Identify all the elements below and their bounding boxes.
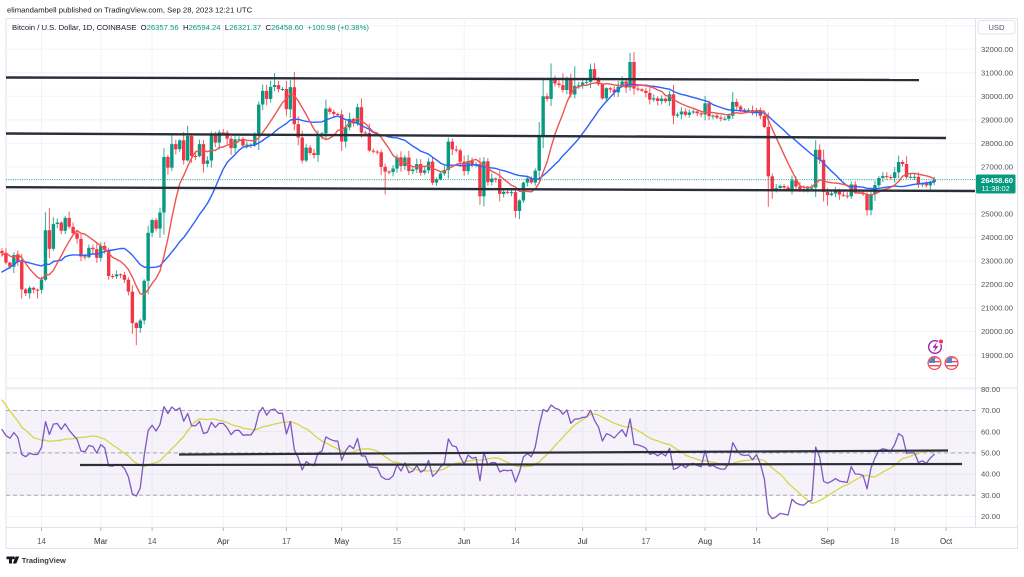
svg-text:20000.00: 20000.00 xyxy=(981,327,1013,336)
svg-text:Bitcoin / U.S. Dollar, 1D, COI: Bitcoin / U.S. Dollar, 1D, COINBASE O263… xyxy=(12,23,369,32)
svg-text:Oct: Oct xyxy=(940,537,953,546)
svg-text:70.00: 70.00 xyxy=(981,406,1000,415)
svg-text:24000.00: 24000.00 xyxy=(981,233,1013,242)
svg-text:USD: USD xyxy=(988,23,1005,32)
svg-text:28000.00: 28000.00 xyxy=(981,139,1013,148)
svg-text:Aug: Aug xyxy=(698,537,712,546)
svg-text:60.00: 60.00 xyxy=(981,427,1000,436)
svg-text:14: 14 xyxy=(148,537,157,546)
svg-text:Apr: Apr xyxy=(217,537,230,546)
svg-text:Jul: Jul xyxy=(578,537,588,546)
svg-text:50.00: 50.00 xyxy=(981,449,1000,458)
svg-text:18: 18 xyxy=(890,537,899,546)
svg-text:32000.00: 32000.00 xyxy=(981,45,1013,54)
svg-text:30000.00: 30000.00 xyxy=(981,92,1013,101)
svg-text:29000.00: 29000.00 xyxy=(981,116,1013,125)
svg-text:21000.00: 21000.00 xyxy=(981,304,1013,313)
svg-text:20.00: 20.00 xyxy=(981,512,1000,521)
svg-text:80.00: 80.00 xyxy=(981,385,1000,394)
svg-text:25000.00: 25000.00 xyxy=(981,210,1013,219)
svg-text:17: 17 xyxy=(282,537,291,546)
svg-text:17: 17 xyxy=(642,537,651,546)
svg-text:19000.00: 19000.00 xyxy=(981,351,1013,360)
svg-text:14: 14 xyxy=(37,537,46,546)
svg-text:14: 14 xyxy=(752,537,761,546)
svg-text:Mar: Mar xyxy=(94,537,108,546)
svg-text:14: 14 xyxy=(511,537,520,546)
svg-text:26458.60: 26458.60 xyxy=(981,176,1013,185)
svg-text:TradingView: TradingView xyxy=(22,556,66,565)
svg-text:30.00: 30.00 xyxy=(981,491,1000,500)
svg-text:Sep: Sep xyxy=(821,537,836,546)
svg-text:22000.00: 22000.00 xyxy=(981,280,1013,289)
svg-text:Jun: Jun xyxy=(458,537,471,546)
svg-text:May: May xyxy=(334,537,349,546)
svg-text:40.00: 40.00 xyxy=(981,470,1000,479)
svg-text:31000.00: 31000.00 xyxy=(981,69,1013,78)
svg-text:11:38:02: 11:38:02 xyxy=(982,184,1010,193)
svg-text:elimandambell published on Tra: elimandambell published on TradingView.c… xyxy=(7,6,253,15)
svg-text:15: 15 xyxy=(393,537,402,546)
svg-text:27000.00: 27000.00 xyxy=(981,163,1013,172)
svg-text:23000.00: 23000.00 xyxy=(981,257,1013,266)
